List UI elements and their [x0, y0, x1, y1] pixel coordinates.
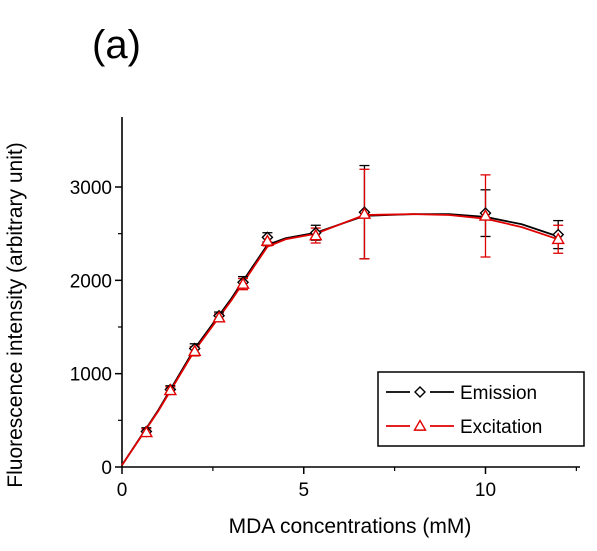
- data-point-excitation: [212, 310, 226, 323]
- axes: 0 1000 2000 3000 0 5 10: [70, 117, 580, 501]
- x-tick-label: 0: [117, 480, 128, 501]
- legend-label-excitation: Excitation: [460, 417, 542, 438]
- data-point-excitation: [139, 425, 154, 438]
- x-tick-label: 5: [298, 480, 309, 501]
- data-point-excitation: [187, 344, 202, 357]
- data-point-excitation: [309, 228, 323, 241]
- data-point-excitation: [357, 207, 372, 219]
- y-tick-label: 0: [101, 458, 112, 479]
- legend-marker-emission: [414, 386, 426, 398]
- y-tick-label: 3000: [70, 178, 112, 199]
- panel-label: (a): [92, 23, 141, 67]
- y-tick-label: 1000: [70, 365, 112, 386]
- data-point-excitation: [260, 234, 275, 246]
- legend-marker-excitation: [413, 419, 427, 431]
- data-point-excitation: [478, 209, 493, 221]
- legend-label-emission: Emission: [460, 383, 537, 404]
- y-axis-title: Fluorescence intensity (arbitrary unit): [4, 142, 27, 487]
- x-axis-title: MDA concentrations (mM): [229, 515, 472, 538]
- data-point-excitation: [551, 232, 565, 245]
- data-point-excitation: [163, 383, 178, 396]
- y-tick-label: 2000: [70, 271, 112, 292]
- legend: Emission Excitation: [377, 371, 585, 447]
- data-markers: [139, 206, 565, 438]
- x-tick-label: 10: [475, 480, 496, 501]
- data-point-excitation: [236, 277, 250, 289]
